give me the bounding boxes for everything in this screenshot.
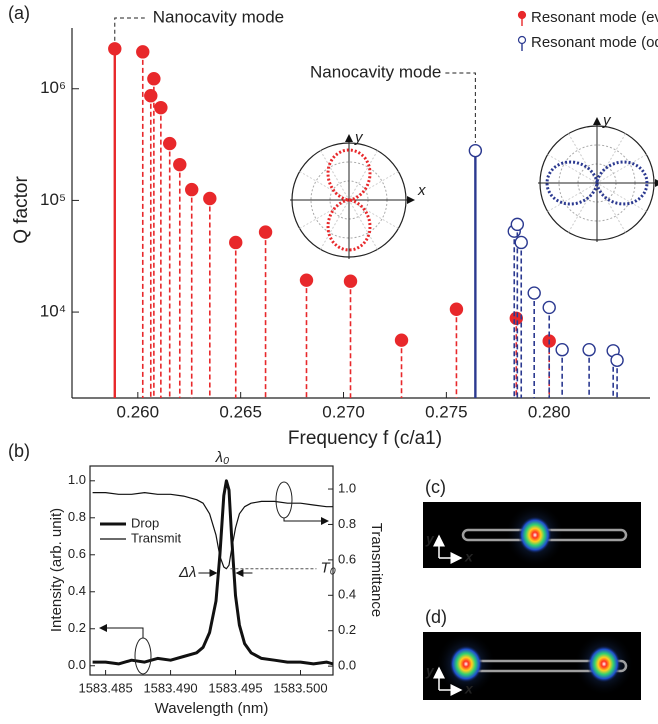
y-tick-label: 1.0 xyxy=(68,472,86,487)
x-tick-label: 1583.485 xyxy=(78,680,132,695)
legend-marker xyxy=(519,37,526,44)
field-spot xyxy=(587,645,621,683)
y-tick-label: 0.2 xyxy=(68,620,86,635)
marker xyxy=(469,145,481,157)
series-line xyxy=(93,481,333,664)
annotation: Nanocavity mode xyxy=(310,62,441,81)
marker xyxy=(543,301,555,313)
marker xyxy=(186,184,198,196)
panel-label: (d) xyxy=(425,607,447,627)
y-tick-label: 10⁴ xyxy=(40,302,66,321)
marker xyxy=(556,344,568,356)
figure: (a) 0.260 0.265 0.270 0.275 0.280 10⁴ 10⁵ 10⁶ Fre… xyxy=(0,0,658,719)
x-tick-label: 1583.500 xyxy=(273,680,327,695)
y-axis-label: Intensity (arb. unit) xyxy=(48,508,65,632)
marker xyxy=(515,236,527,248)
marker xyxy=(345,275,357,287)
marker xyxy=(511,218,523,230)
plot-frame xyxy=(90,466,333,675)
marker xyxy=(300,274,312,286)
axis-pointer xyxy=(276,482,292,518)
marker xyxy=(174,159,186,171)
marker xyxy=(230,236,242,248)
field-spot xyxy=(449,645,483,683)
marker xyxy=(260,226,272,238)
marker xyxy=(583,344,595,356)
marker xyxy=(611,354,623,366)
marker xyxy=(137,46,149,58)
y2-tick-label: 0.4 xyxy=(338,587,356,602)
legend-label: Drop xyxy=(131,515,159,530)
image-y-label: y xyxy=(425,531,435,547)
marker xyxy=(204,193,216,205)
y-tick-label: 10⁵ xyxy=(40,190,66,209)
marker xyxy=(148,73,160,85)
y2-tick-label: 1.0 xyxy=(338,480,356,495)
legend-label: Transmit xyxy=(131,530,181,545)
x-axis-label: Frequency f (c/a1) xyxy=(288,428,442,449)
marker xyxy=(155,102,167,114)
marker xyxy=(145,90,157,102)
y2-tick-label: 0.8 xyxy=(338,516,356,531)
y-tick-label: 0.4 xyxy=(68,583,86,598)
panel-label: (c) xyxy=(425,477,446,497)
axis-pointer xyxy=(135,638,151,674)
y2-tick-label: 0.0 xyxy=(338,658,356,673)
annotation: Δλ xyxy=(178,564,196,581)
marker xyxy=(396,334,408,346)
marker xyxy=(450,303,462,315)
x-tick-label: 0.270 xyxy=(322,402,365,421)
image-y-label: y xyxy=(425,663,435,679)
marker xyxy=(528,287,540,299)
annotation: T₀ xyxy=(320,560,335,577)
inset-x-label: x xyxy=(417,182,426,199)
y-axis-label: Q factor xyxy=(11,176,32,244)
x-tick-label: 1583.495 xyxy=(208,680,262,695)
annotation: Nanocavity mode xyxy=(153,7,284,26)
image-x-label: x xyxy=(464,549,474,565)
axis-pointer-arrow xyxy=(100,628,143,638)
y2-tick-label: 0.2 xyxy=(338,622,356,637)
image-x-label: x xyxy=(464,681,474,697)
axis-pointer-arrow xyxy=(284,518,328,521)
legend-label: Resonant mode (even) xyxy=(531,9,658,26)
y2-axis-label: Transmittance xyxy=(368,523,385,617)
x-tick-label: 0.280 xyxy=(528,402,571,421)
y-tick-label: 10⁶ xyxy=(40,78,66,97)
polar-inset: xy xyxy=(538,112,658,242)
annotation-connector xyxy=(115,18,145,41)
x-tick-label: 0.260 xyxy=(117,402,160,421)
inset-y-label: y xyxy=(602,112,612,129)
panel-label: (b) xyxy=(8,441,30,461)
y-tick-label: 0.0 xyxy=(68,657,86,672)
series-line xyxy=(93,493,333,569)
annotation: λ₀ xyxy=(215,449,230,466)
y-tick-label: 0.8 xyxy=(68,509,86,524)
x-axis-label: Wavelength (nm) xyxy=(155,700,269,717)
marker xyxy=(164,138,176,150)
x-tick-label: 0.265 xyxy=(219,402,262,421)
x-tick-label: 0.275 xyxy=(425,402,468,421)
annotation-connector xyxy=(445,73,475,143)
inset-y-label: y xyxy=(354,129,364,146)
field-spot xyxy=(518,516,552,554)
x-tick-label: 1583.490 xyxy=(143,680,197,695)
y-tick-label: 0.6 xyxy=(68,546,86,561)
legend-label: Resonant mode (odd) xyxy=(531,34,658,51)
panel-label: (a) xyxy=(8,3,30,23)
polar-inset: xy xyxy=(290,129,426,259)
y2-tick-label: 0.6 xyxy=(338,551,356,566)
legend-marker xyxy=(519,12,526,19)
marker xyxy=(109,43,121,55)
